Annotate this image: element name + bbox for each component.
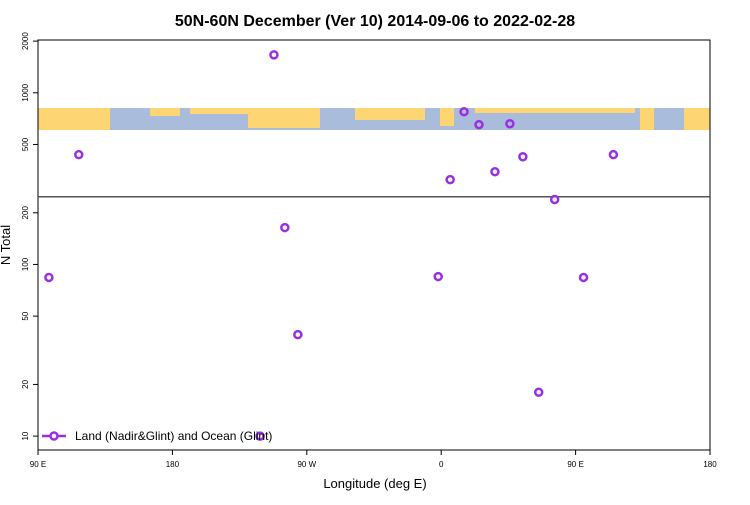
x-tick-label: 180	[703, 460, 717, 469]
x-tick-label: 180	[166, 460, 180, 469]
point	[445, 174, 455, 185]
x-tick-label: 90 W	[297, 460, 316, 469]
map-strip	[38, 108, 710, 130]
y-tick-label: 1000	[21, 83, 30, 101]
chart-title: 50N-60N December (Ver 10) 2014-09-06 to …	[175, 13, 575, 30]
y-tick-label: 200	[21, 206, 30, 220]
y-tick-label: 500	[21, 137, 30, 151]
point	[533, 387, 544, 398]
point	[608, 149, 619, 160]
x-tick-label: 90 E	[30, 460, 46, 469]
x-axis-label: Longitude (deg E)	[323, 476, 426, 491]
legend-label: Land (Nadir&Glint) and Ocean (Glint)	[75, 429, 272, 443]
point	[255, 431, 265, 441]
point	[293, 329, 303, 340]
point	[549, 194, 560, 205]
legend-marker	[49, 431, 59, 441]
y-tick-label: 10	[21, 431, 30, 440]
y-tick-label: 2000	[21, 32, 30, 50]
x-tick-label: 90 E	[567, 460, 583, 469]
point	[269, 50, 279, 60]
point	[44, 272, 54, 283]
point	[505, 119, 515, 129]
point	[490, 166, 500, 177]
point	[578, 272, 589, 283]
y-tick-label: 100	[21, 257, 30, 271]
point	[459, 106, 469, 117]
y-axis-label: N Total	[0, 225, 13, 265]
y-tick-label: 50	[21, 311, 30, 320]
plot-frame	[37, 39, 711, 451]
point	[518, 152, 528, 162]
x-tick-label: 0	[439, 460, 444, 469]
point	[280, 222, 290, 233]
point	[74, 149, 84, 160]
point	[474, 119, 484, 130]
y-tick-label: 20	[21, 379, 30, 388]
point	[433, 271, 443, 282]
